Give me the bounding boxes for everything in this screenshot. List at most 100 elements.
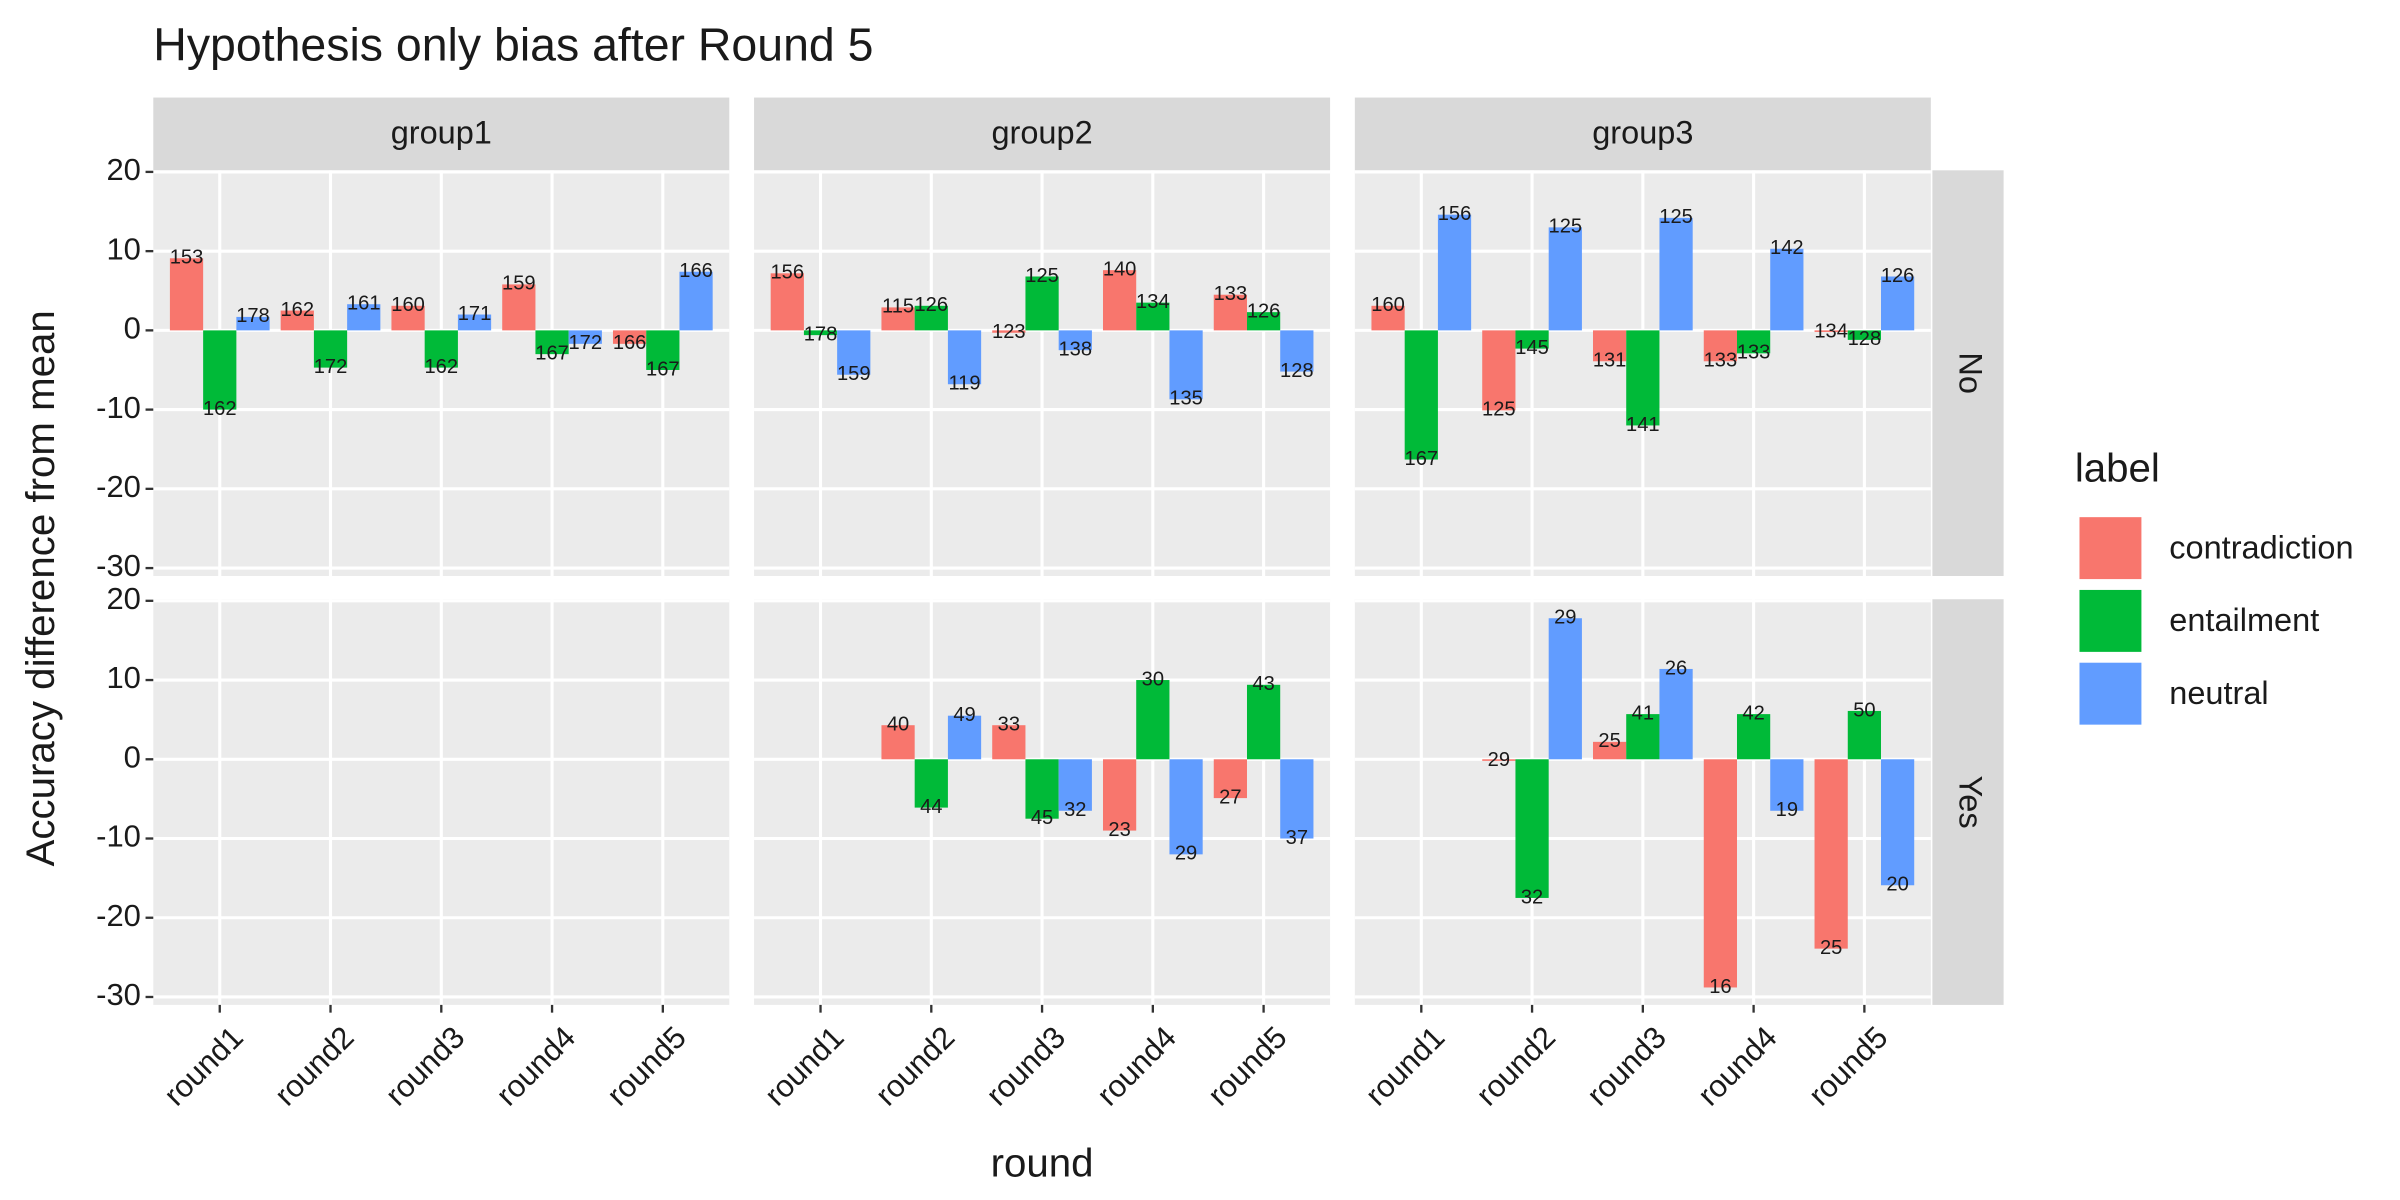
bar xyxy=(457,314,492,331)
facet-strip xyxy=(1932,170,2004,577)
bar xyxy=(1703,759,1737,988)
data-label: 162 xyxy=(281,299,315,321)
data-label: 128 xyxy=(1848,328,1882,350)
data-label: 166 xyxy=(613,332,647,354)
y-tick-label: 20 xyxy=(106,152,140,187)
data-label: 45 xyxy=(1031,807,1053,829)
data-label: 133 xyxy=(1737,342,1771,364)
data-label: 27 xyxy=(1219,786,1241,808)
bar xyxy=(1659,668,1693,760)
bar xyxy=(1371,305,1405,331)
bar xyxy=(612,330,647,344)
data-label: 125 xyxy=(1659,206,1693,228)
bar xyxy=(424,330,458,368)
data-label: 50 xyxy=(1853,699,1875,721)
bar xyxy=(280,310,314,331)
bar xyxy=(568,330,602,344)
x-tick-label: round5 xyxy=(600,1020,693,1113)
x-tick-label: round1 xyxy=(157,1020,250,1113)
data-label: 119 xyxy=(948,373,980,395)
bar xyxy=(1169,330,1203,400)
data-label: 159 xyxy=(837,363,871,385)
bar xyxy=(1814,330,1848,332)
bar xyxy=(947,330,982,385)
data-label: 142 xyxy=(1770,237,1804,259)
bar xyxy=(1169,759,1203,855)
bar xyxy=(914,305,948,331)
x-tick-label: round2 xyxy=(1469,1020,1562,1113)
bar xyxy=(1515,330,1549,349)
data-label: 19 xyxy=(1776,799,1798,821)
data-label: 125 xyxy=(1549,216,1583,238)
x-tick-label: round5 xyxy=(1802,1020,1895,1113)
bar xyxy=(881,307,915,331)
y-tick-label: -20 xyxy=(96,469,141,504)
y-tick-label: 10 xyxy=(106,231,140,266)
x-tick-label: round2 xyxy=(268,1020,361,1113)
data-label: 172 xyxy=(569,332,603,354)
data-label: 128 xyxy=(1280,360,1314,382)
data-label: 171 xyxy=(458,303,492,325)
data-label: 156 xyxy=(771,262,805,284)
x-tick-label: round4 xyxy=(1090,1020,1183,1113)
bar xyxy=(1770,248,1804,331)
bar xyxy=(347,304,381,331)
bar xyxy=(1136,680,1170,760)
data-label: 140 xyxy=(1103,258,1137,280)
data-label: 133 xyxy=(1704,350,1738,372)
bar xyxy=(203,330,237,410)
bar xyxy=(1102,759,1137,831)
y-tick-label: 0 xyxy=(124,739,141,774)
bar xyxy=(313,330,348,368)
bar xyxy=(1246,684,1281,760)
data-label: 134 xyxy=(1136,291,1170,313)
bar xyxy=(770,273,804,331)
data-label: 123 xyxy=(992,321,1026,343)
bar xyxy=(1058,330,1092,351)
data-label: 153 xyxy=(170,247,204,269)
x-tick-label: round3 xyxy=(979,1020,1072,1113)
y-tick-label: -10 xyxy=(96,390,141,425)
legend-label: neutral xyxy=(2169,675,2268,711)
data-label: 115 xyxy=(882,296,914,318)
data-label: 25 xyxy=(1598,730,1620,752)
bar xyxy=(1136,302,1170,331)
facet-strip xyxy=(1354,97,1931,171)
bar xyxy=(1880,276,1915,331)
bar xyxy=(914,759,948,808)
bar xyxy=(1515,759,1549,898)
data-label: 159 xyxy=(502,273,536,295)
bar xyxy=(1847,710,1881,760)
bar xyxy=(992,330,1026,333)
y-tick-label: 20 xyxy=(106,581,140,616)
data-label: 167 xyxy=(535,342,569,364)
data-label: 32 xyxy=(1521,886,1543,908)
bar xyxy=(1626,330,1660,426)
data-label: 162 xyxy=(425,356,459,378)
y-tick-label: -20 xyxy=(96,898,141,933)
x-tick-label: round1 xyxy=(758,1020,851,1113)
bar xyxy=(679,271,713,331)
bar xyxy=(1246,312,1281,331)
bar xyxy=(1437,214,1472,331)
data-label: 41 xyxy=(1632,702,1654,724)
data-label: 166 xyxy=(679,260,713,282)
data-label: 44 xyxy=(920,796,942,818)
data-label: 25 xyxy=(1820,937,1842,959)
data-label: 161 xyxy=(347,293,381,315)
bar xyxy=(1736,714,1771,760)
facet-label: group1 xyxy=(391,114,492,150)
legend-key xyxy=(2076,659,2145,728)
y-tick-label: -30 xyxy=(96,977,141,1012)
y-tick-label: 0 xyxy=(124,311,141,346)
facet-strip xyxy=(1932,599,2004,1005)
bar xyxy=(1548,227,1582,331)
facet-strip xyxy=(153,97,730,171)
data-label: 125 xyxy=(1025,265,1059,287)
data-label: 162 xyxy=(203,398,237,420)
bar xyxy=(502,284,536,331)
bar xyxy=(1592,741,1627,760)
bar xyxy=(1880,759,1915,886)
legend-title: label xyxy=(2075,445,2160,490)
